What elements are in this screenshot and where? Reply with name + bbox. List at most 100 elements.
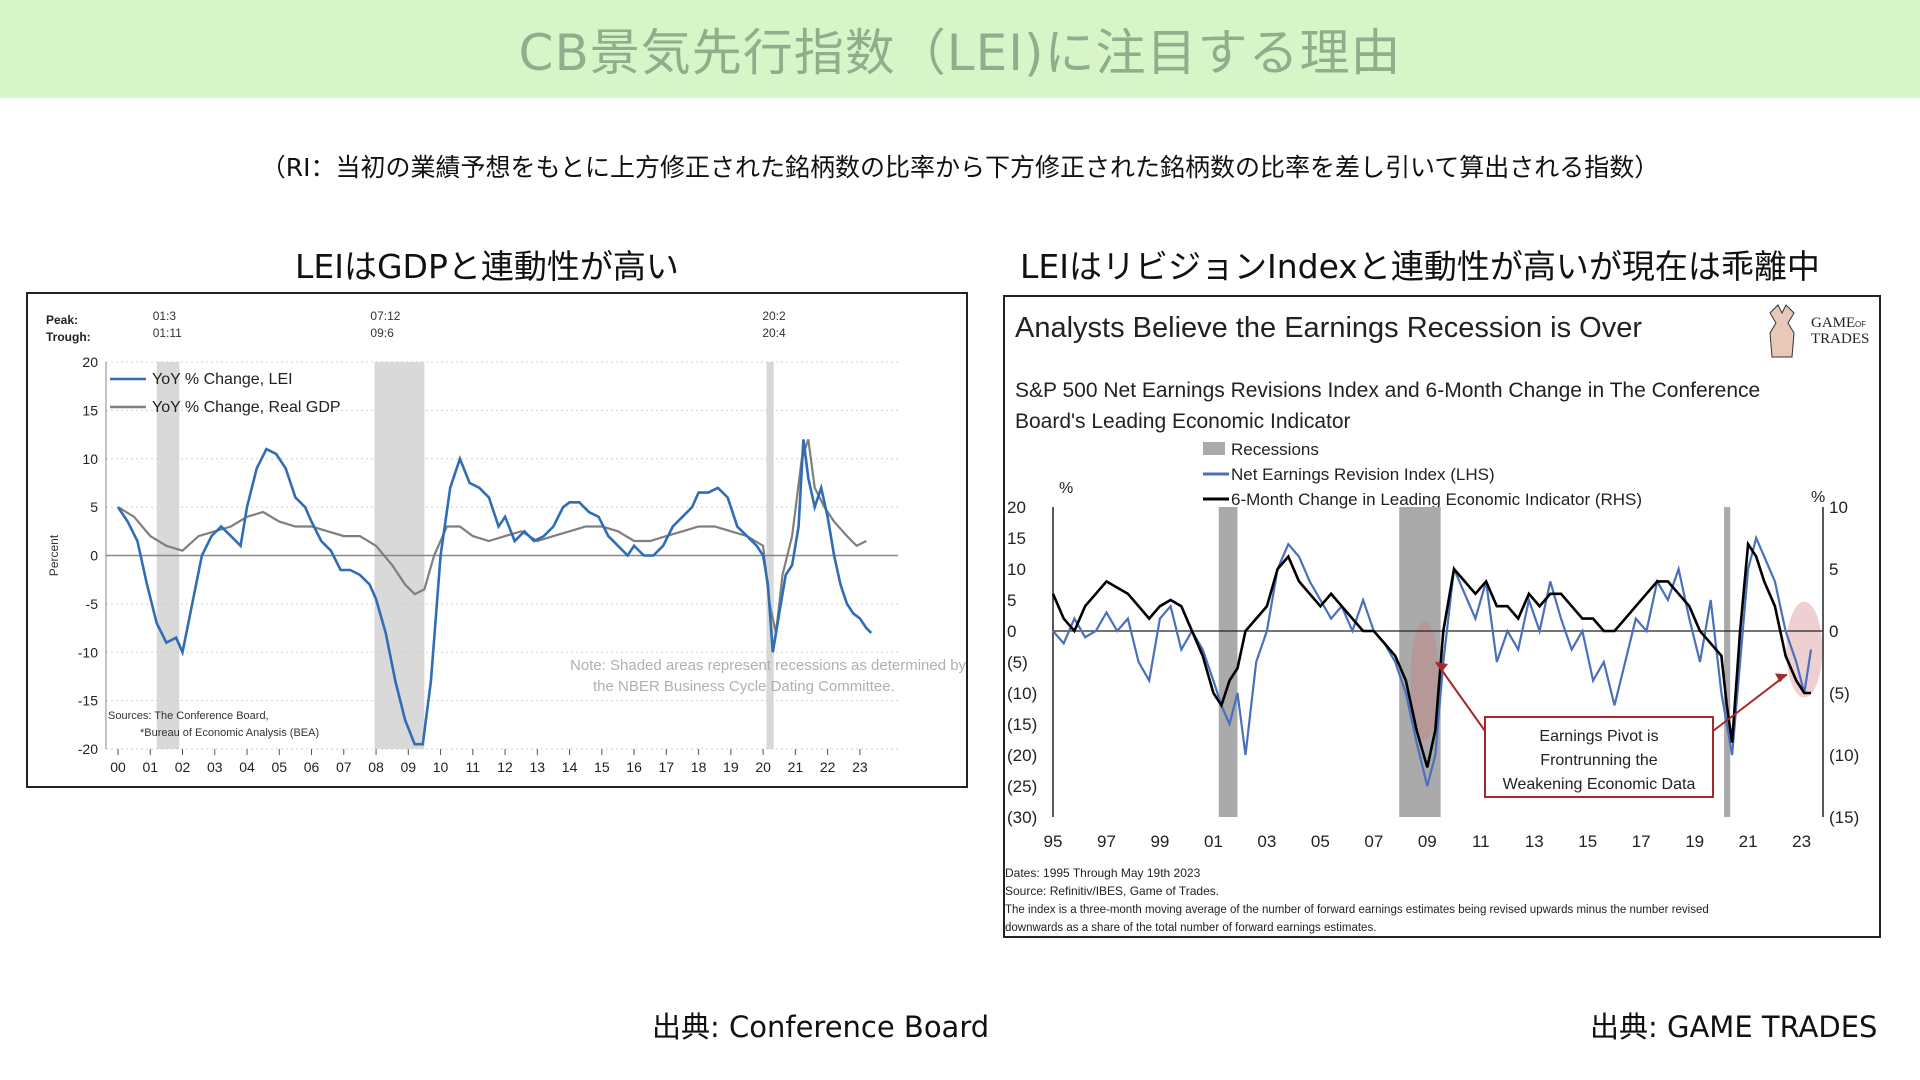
left-y-tick-label: (30) — [1007, 808, 1037, 827]
chart-subtitle: S&P 500 Net Earnings Revisions Index and… — [1015, 379, 1760, 402]
x-tick-label: 01 — [142, 759, 158, 775]
recession-trough-date: 01:11 — [153, 326, 182, 340]
game-of-trades-logo: GAME OF TRADES — [1769, 304, 1869, 358]
x-tick-label: 10 — [433, 759, 449, 775]
x-tick-label: 16 — [626, 759, 642, 775]
arrowhead — [1435, 662, 1448, 672]
earnings-revision-chart-panel: Analysts Believe the Earnings Recession … — [1003, 295, 1881, 938]
left-y-tick-label: 20 — [1007, 498, 1026, 517]
x-tick-label: 13 — [530, 759, 546, 775]
x-tick-label: 22 — [820, 759, 836, 775]
x-tick-label: 19 — [1685, 832, 1704, 851]
bull-icon — [1769, 304, 1795, 358]
highlight-ellipse — [1410, 620, 1439, 741]
x-tick-label: 00 — [110, 759, 126, 775]
left-y-tick-label: (15) — [1007, 715, 1037, 734]
logo-text: GAME — [1811, 315, 1855, 331]
arrowhead — [1774, 673, 1787, 683]
x-tick-label: 13 — [1525, 832, 1544, 851]
right-heading: LEIはリビジョンIndexと連動性が高いが現在は乖離中 — [1020, 247, 1820, 286]
right-y-tick-label: (15) — [1829, 808, 1859, 827]
left-unit: % — [1059, 480, 1073, 497]
sources-text: Sources: The Conference Board, — [108, 710, 269, 722]
callout-text: Weakening Economic Data — [1503, 776, 1696, 793]
x-tick-label: 23 — [852, 759, 868, 775]
trough-label: Trough: — [46, 330, 91, 344]
left-y-tick-label: (5) — [1007, 653, 1028, 672]
x-tick-label: 18 — [691, 759, 707, 775]
legend-label: YoY % Change, LEI — [152, 371, 293, 388]
legend-swatch — [1203, 442, 1225, 455]
x-tick-label: 21 — [788, 759, 804, 775]
x-tick-label: 05 — [1311, 832, 1330, 851]
left-y-tick-label: 5 — [1007, 591, 1016, 610]
series-line — [116, 439, 873, 746]
series-line — [117, 439, 867, 634]
x-tick-label: 15 — [1578, 832, 1597, 851]
right-unit: % — [1811, 489, 1825, 506]
x-tick-label: 20 — [755, 759, 771, 775]
callout-arrow — [1435, 661, 1486, 732]
x-tick-label: 21 — [1739, 832, 1758, 851]
footnote: Source: Refinitiv/IBES, Game of Trades. — [1005, 884, 1219, 898]
x-tick-label: 09 — [401, 759, 417, 775]
recession-peak-date: 20:2 — [762, 309, 786, 323]
x-tick-label: 19 — [723, 759, 739, 775]
y-tick-label: -20 — [78, 741, 98, 757]
x-tick-label: 03 — [207, 759, 223, 775]
chart-subtitle: Board's Leading Economic Indicator — [1015, 410, 1351, 433]
sources-text: *Bureau of Economic Analysis (BEA) — [140, 727, 319, 739]
chart-note: the NBER Business Cycle Dating Committee… — [593, 678, 895, 695]
x-tick-label: 08 — [368, 759, 384, 775]
x-tick-label: 14 — [562, 759, 578, 775]
legend-label: Recessions — [1231, 440, 1319, 459]
recession-band — [1218, 507, 1238, 817]
recession-peak-date: 01:3 — [153, 309, 177, 323]
x-tick-label: 01 — [1204, 832, 1223, 851]
callout-text: Earnings Pivot is — [1539, 728, 1658, 745]
left-y-tick-label: (10) — [1007, 684, 1037, 703]
x-tick-label: 99 — [1150, 832, 1169, 851]
x-tick-label: 23 — [1792, 832, 1811, 851]
left-y-tick-label: 0 — [1007, 622, 1016, 641]
legend-label: YoY % Change, Real GDP — [152, 399, 341, 416]
left-credit: 出典: Conference Board — [652, 1010, 990, 1044]
y-axis-label: Percent — [47, 534, 61, 576]
callout-box — [1484, 716, 1714, 798]
footnote: Dates: 1995 Through May 19th 2023 — [1005, 866, 1201, 880]
right-y-tick-label: 5 — [1829, 560, 1838, 579]
y-tick-label: 10 — [82, 451, 98, 467]
recession-trough-date: 09:6 — [370, 326, 394, 340]
y-tick-label: 5 — [90, 499, 98, 515]
x-tick-label: 11 — [466, 759, 481, 775]
x-tick-label: 97 — [1097, 832, 1116, 851]
peak-label: Peak: — [46, 313, 78, 327]
right-y-tick-label: 0 — [1829, 622, 1838, 641]
recession-band — [1724, 507, 1731, 817]
y-tick-label: 15 — [82, 402, 98, 418]
x-tick-label: 17 — [659, 759, 675, 775]
footnote: downwards as a share of the total number… — [1005, 922, 1376, 934]
left-y-tick-label: (20) — [1007, 746, 1037, 765]
recession-peak-date: 07:12 — [370, 309, 400, 323]
chart-title: Analysts Believe the Earnings Recession … — [1015, 312, 1642, 344]
left-y-tick-label: 15 — [1007, 529, 1026, 548]
logo-text: TRADES — [1811, 331, 1869, 347]
x-tick-label: 04 — [239, 759, 255, 775]
chart-note: Note: Shaded areas represent recessions … — [570, 657, 967, 674]
x-tick-label: 07 — [1364, 832, 1383, 851]
left-heading: LEIはGDPと連動性が高い — [295, 247, 679, 286]
callout-arrow — [1712, 673, 1788, 732]
recession-trough-date: 20:4 — [762, 326, 786, 340]
x-tick-label: 09 — [1418, 832, 1437, 851]
lei-gdp-chart: 20 15 10 5 0 -5 -10 -15 -20 00 01 02 03 04 05 06 07 08 09 1… — [46, 309, 967, 775]
x-tick-label: 02 — [175, 759, 191, 775]
highlight-ellipse — [1786, 601, 1823, 698]
logo-text: OF — [1855, 320, 1866, 329]
lei-gdp-chart-panel: 20 15 10 5 0 -5 -10 -15 -20 00 01 02 03 04 05 06 07 08 09 1… — [26, 292, 968, 788]
x-tick-label: 17 — [1632, 832, 1651, 851]
y-tick-label: -5 — [86, 596, 99, 612]
x-tick-label: 95 — [1044, 832, 1063, 851]
x-tick-label: 06 — [304, 759, 320, 775]
y-tick-label: -10 — [78, 644, 98, 660]
